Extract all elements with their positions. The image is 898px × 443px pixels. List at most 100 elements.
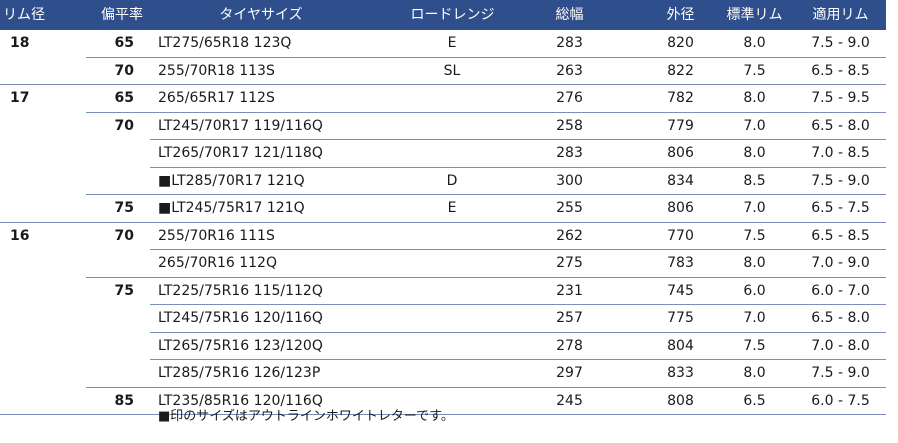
row-divider [86, 111, 886, 113]
overall-width-cell: 255 [556, 200, 583, 216]
tire-size-cell: ■LT245/75R17 121Q [158, 200, 305, 216]
applicable-rim-cell: 6.5 - 8.5 [811, 62, 870, 79]
overall-width-cell: 263 [556, 62, 583, 79]
tire-size-cell: LT285/75R16 126/123P [158, 365, 321, 381]
header-tire-size: タイヤサイズ [219, 7, 303, 23]
standard-rim-cell: 7.0 [743, 310, 766, 326]
applicable-rim-cell: 7.0 - 8.5 [811, 145, 870, 161]
standard-rim-cell: 8.5 [743, 172, 766, 189]
standard-rim-cell: 8.0 [743, 365, 766, 381]
applicable-rim-cell: 6.5 - 8.5 [811, 227, 870, 244]
row-divider [86, 386, 886, 388]
row-divider [0, 221, 886, 223]
aspect-ratio-cell: 65 [114, 35, 134, 51]
header-outer-diameter: 外径 [666, 7, 695, 23]
overall-width-cell: 275 [556, 255, 583, 271]
outer-diameter-cell: 833 [667, 365, 694, 381]
row-divider [150, 139, 886, 140]
applicable-rim-cell: 6.0 - 7.5 [811, 392, 870, 409]
row-divider [150, 359, 886, 360]
applicable-rim-cell: 6.0 - 7.0 [811, 282, 870, 299]
tire-size-cell: LT225/75R16 115/112Q [158, 282, 323, 299]
applicable-rim-cell: 6.5 - 7.5 [811, 200, 870, 216]
rim-size-cell: 17 [10, 90, 30, 106]
applicable-rim-cell: 7.5 - 9.5 [811, 90, 870, 106]
header-aspect-ratio: 偏平率 [101, 7, 143, 23]
row-divider [150, 304, 886, 305]
table-header: リム径 偏平率 タイヤサイズ ロードレンジ 総幅 外径 標準リム 適用リム [0, 0, 886, 30]
overall-width-cell: 262 [556, 227, 583, 244]
header-load-range: ロードレンジ [410, 7, 495, 23]
outer-diameter-cell: 782 [667, 90, 694, 106]
outer-diameter-cell: 806 [667, 145, 694, 161]
standard-rim-cell: 7.0 [743, 117, 766, 134]
standard-rim-cell: 7.5 [743, 337, 766, 354]
header-overall-width: 総幅 [555, 7, 584, 23]
tire-size-cell: LT245/70R17 119/116Q [158, 117, 323, 134]
load-range-cell: E [447, 200, 457, 216]
overall-width-cell: 257 [556, 310, 583, 326]
applicable-rim-cell: 7.0 - 8.0 [811, 337, 870, 354]
footnote: ■印のサイズはアウトラインホワイトレターです。 [158, 409, 454, 424]
tire-size-cell: LT245/75R16 120/116Q [158, 310, 323, 326]
overall-width-cell: 283 [556, 35, 583, 51]
overall-width-cell: 258 [556, 117, 583, 134]
outer-diameter-cell: 834 [667, 172, 694, 189]
tire-size-cell: LT265/70R17 121/118Q [158, 145, 323, 161]
rim-size-cell: 16 [10, 227, 30, 244]
standard-rim-cell: 7.0 [743, 200, 766, 216]
row-divider [150, 331, 886, 333]
tire-size-cell: LT275/65R18 123Q [158, 35, 292, 51]
overall-width-cell: 283 [556, 145, 583, 161]
standard-rim-cell: 6.0 [743, 282, 766, 299]
tire-size-cell: ■LT285/70R17 121Q [158, 172, 305, 189]
overall-width-cell: 300 [556, 172, 583, 189]
applicable-rim-cell: 7.5 - 9.0 [811, 35, 870, 51]
outer-diameter-cell: 808 [667, 392, 694, 409]
row-divider [0, 414, 886, 415]
row-divider [86, 194, 886, 195]
outer-diameter-cell: 806 [667, 200, 694, 216]
header-applicable-rim: 適用リム [812, 7, 869, 23]
load-range-cell: SL [443, 62, 461, 79]
tire-size-cell: LT235/85R16 120/116Q [158, 392, 323, 409]
tire-size-cell: 265/65R17 112S [158, 90, 275, 106]
overall-width-cell: 276 [556, 90, 583, 106]
overall-width-cell: 245 [556, 392, 583, 409]
applicable-rim-cell: 7.0 - 9.0 [811, 255, 870, 271]
aspect-ratio-cell: 75 [114, 282, 134, 299]
aspect-ratio-cell: 70 [114, 227, 134, 244]
standard-rim-cell: 8.0 [743, 90, 766, 106]
overall-width-cell: 278 [556, 337, 583, 354]
row-divider [86, 56, 886, 58]
outer-diameter-cell: 779 [667, 117, 694, 134]
tire-size-cell: 255/70R16 111S [158, 227, 275, 244]
outer-diameter-cell: 804 [667, 337, 694, 354]
outer-diameter-cell: 745 [667, 282, 694, 299]
tire-size-cell: LT265/75R16 123/120Q [158, 337, 323, 354]
load-range-cell: D [446, 172, 458, 189]
applicable-rim-cell: 6.5 - 8.0 [811, 310, 870, 326]
load-range-cell: E [447, 35, 457, 51]
aspect-ratio-cell: 65 [114, 90, 134, 106]
applicable-rim-cell: 6.5 - 8.0 [811, 117, 870, 134]
standard-rim-cell: 8.0 [743, 35, 766, 51]
header-standard-rim: 標準リム [726, 7, 783, 23]
applicable-rim-cell: 7.5 - 9.0 [811, 172, 870, 189]
standard-rim-cell: 7.5 [743, 227, 766, 244]
outer-diameter-cell: 770 [667, 227, 694, 244]
row-divider [0, 84, 886, 85]
aspect-ratio-cell: 70 [114, 117, 134, 134]
outer-diameter-cell: 820 [667, 35, 694, 51]
header-rim-size: リム径 [3, 7, 45, 23]
aspect-ratio-cell: 70 [114, 62, 134, 79]
standard-rim-cell: 8.0 [743, 145, 766, 161]
row-divider [150, 166, 886, 168]
outer-diameter-cell: 822 [667, 62, 694, 79]
standard-rim-cell: 7.5 [743, 62, 766, 79]
rim-size-cell: 18 [10, 35, 30, 51]
overall-width-cell: 231 [556, 282, 583, 299]
aspect-ratio-cell: 75 [114, 200, 134, 216]
applicable-rim-cell: 7.5 - 9.0 [811, 365, 870, 381]
aspect-ratio-cell: 85 [114, 392, 134, 409]
